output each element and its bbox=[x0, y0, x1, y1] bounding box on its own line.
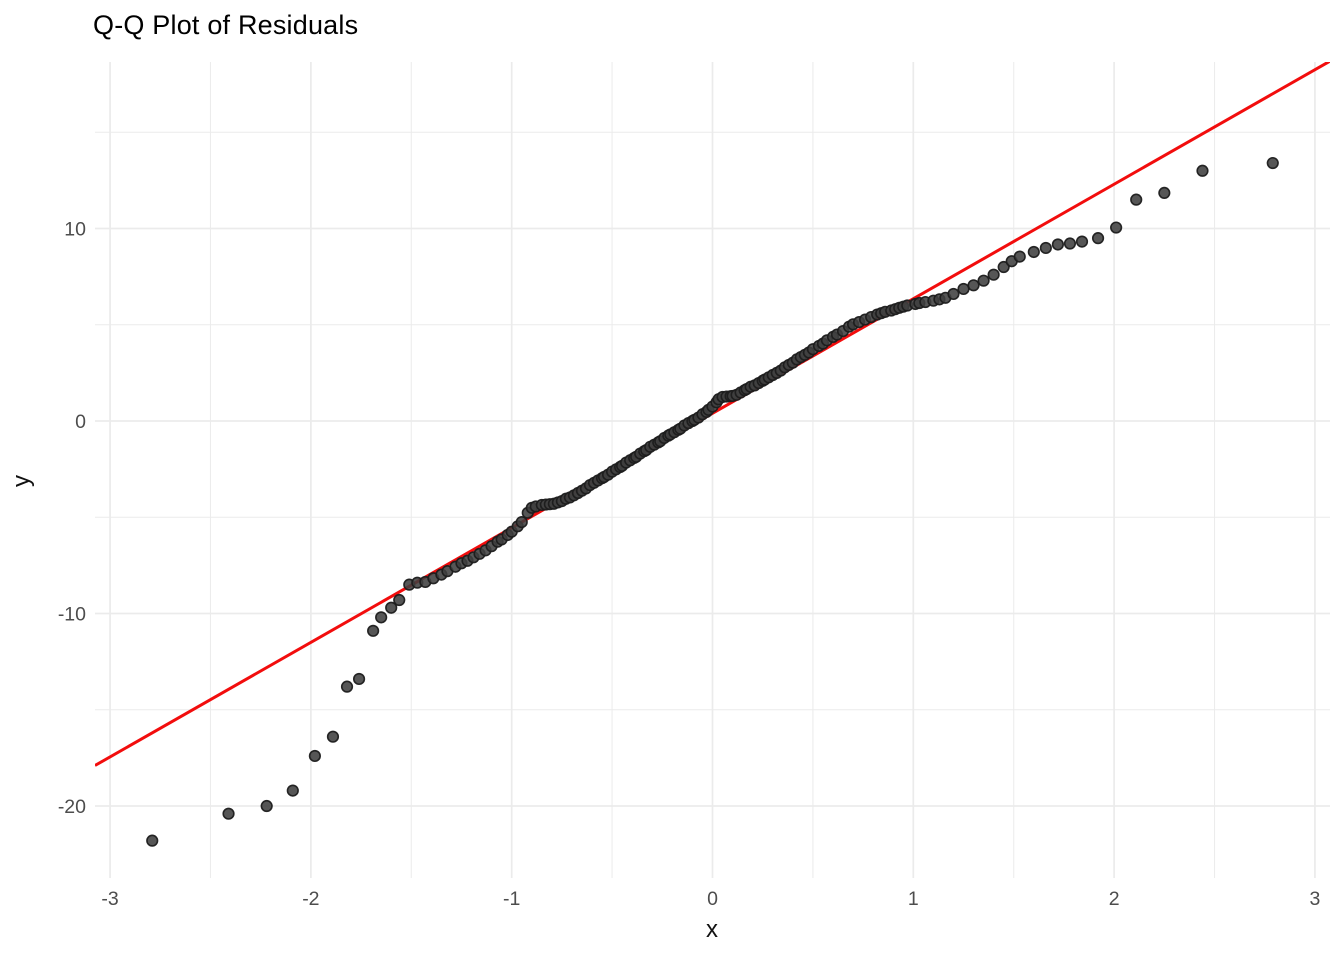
scatter-points bbox=[146, 156, 1279, 847]
x-tick-label: 0 bbox=[707, 888, 718, 910]
y-tick-label: 10 bbox=[64, 219, 86, 241]
x-tick-label: -3 bbox=[101, 888, 118, 910]
x-axis-title: x bbox=[0, 916, 1344, 944]
x-tick-label: 3 bbox=[1310, 888, 1321, 910]
x-axis-tick-labels: -3 -2 -1 0 1 2 3 bbox=[101, 888, 1320, 910]
y-axis-tick-labels: -20 -10 0 10 bbox=[58, 219, 86, 818]
y-axis-title: y bbox=[8, 475, 35, 487]
y-tick-label: -10 bbox=[58, 604, 86, 626]
x-tick-label: -2 bbox=[302, 888, 319, 910]
y-tick-label: -20 bbox=[58, 796, 86, 818]
x-axis-title-text: x bbox=[706, 916, 718, 943]
y-tick-label: 0 bbox=[75, 411, 86, 433]
x-tick-label: 1 bbox=[908, 888, 919, 910]
gridlines-major bbox=[95, 62, 1330, 878]
x-tick-label: 2 bbox=[1109, 888, 1120, 910]
x-tick-label: -1 bbox=[503, 888, 520, 910]
plot-title: Q-Q Plot of Residuals bbox=[93, 10, 359, 40]
